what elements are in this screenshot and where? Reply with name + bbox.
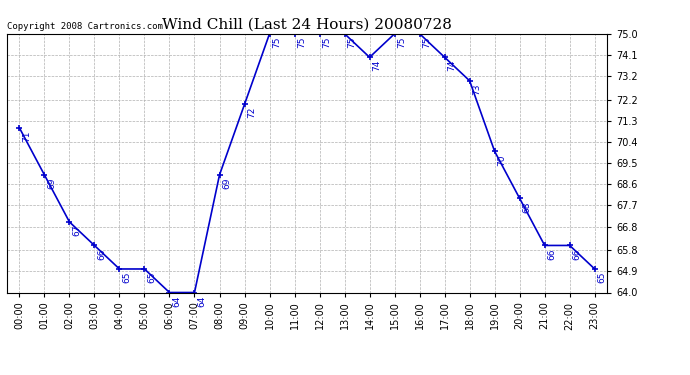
Text: 65: 65: [598, 272, 607, 283]
Text: 75: 75: [347, 36, 356, 48]
Text: 71: 71: [22, 130, 31, 142]
Text: 66: 66: [547, 248, 556, 260]
Text: 75: 75: [273, 36, 282, 48]
Text: 69: 69: [222, 178, 231, 189]
Text: Copyright 2008 Cartronics.com: Copyright 2008 Cartronics.com: [7, 22, 163, 31]
Text: 65: 65: [122, 272, 131, 283]
Text: 75: 75: [397, 36, 406, 48]
Text: 64: 64: [172, 295, 181, 307]
Text: 68: 68: [522, 201, 531, 213]
Text: 75: 75: [322, 36, 331, 48]
Text: 66: 66: [573, 248, 582, 260]
Text: 74: 74: [447, 60, 456, 71]
Title: Wind Chill (Last 24 Hours) 20080728: Wind Chill (Last 24 Hours) 20080728: [162, 17, 452, 31]
Text: 75: 75: [422, 36, 431, 48]
Text: 69: 69: [47, 178, 56, 189]
Text: 70: 70: [497, 154, 506, 166]
Text: 66: 66: [97, 248, 106, 260]
Text: 72: 72: [247, 107, 256, 118]
Text: 74: 74: [373, 60, 382, 71]
Text: 64: 64: [197, 295, 206, 307]
Text: 65: 65: [147, 272, 156, 283]
Text: 67: 67: [72, 225, 81, 236]
Text: 73: 73: [473, 84, 482, 95]
Text: 75: 75: [297, 36, 306, 48]
